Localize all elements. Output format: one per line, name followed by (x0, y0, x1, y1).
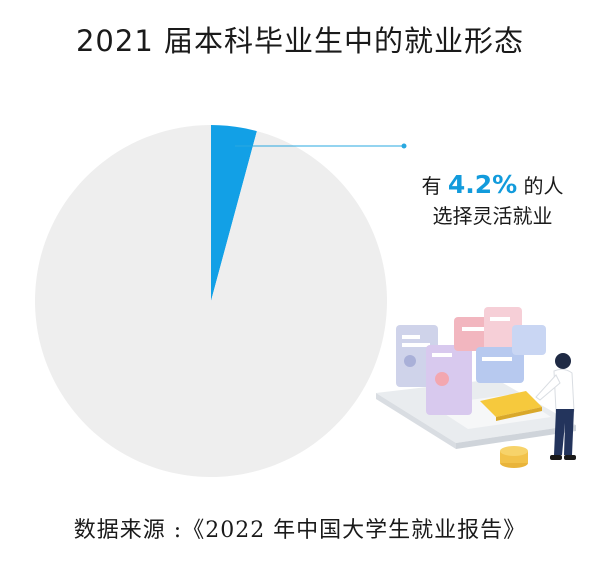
pie-slice-other (35, 125, 388, 478)
callout-line-2: 选择灵活就业 (432, 204, 553, 228)
data-source: 数据来源 :《2022 年中国大学生就业报告》 (73, 518, 527, 543)
callout-prefix: 有 (421, 174, 442, 198)
laptop-person-illustration (376, 307, 576, 468)
callout-percentage: 4.2% (447, 170, 518, 199)
callout-suffix: 的人 (523, 174, 564, 198)
chart-title: 2021 届本科毕业生中的就业形态 (75, 24, 525, 58)
pie-slices (35, 125, 388, 478)
pie-chart (35, 125, 407, 478)
callout-label: 有 4.2% 的人 选择灵活就业 (405, 170, 580, 231)
callout-line-1: 有 4.2% 的人 (405, 170, 580, 201)
pie-slice-flexible-employment (211, 125, 257, 301)
callout-dot (401, 143, 407, 149)
